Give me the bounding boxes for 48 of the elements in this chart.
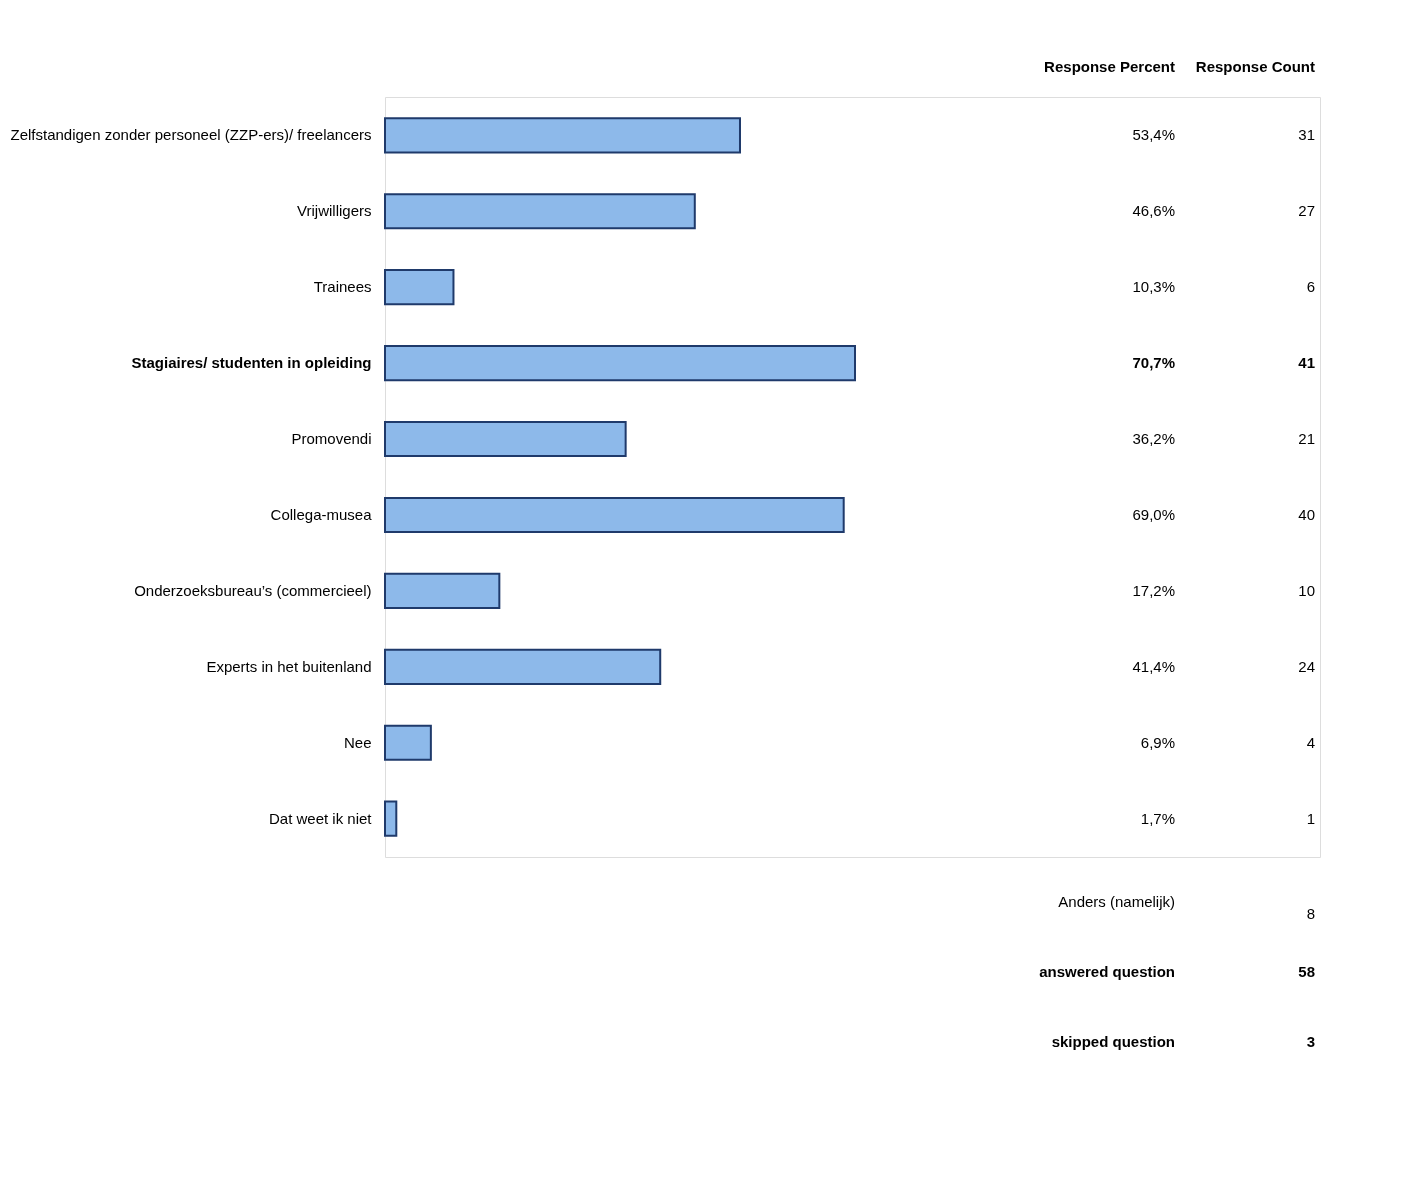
bar — [384, 193, 696, 230]
data-label: 70,7% — [1132, 354, 1175, 372]
text: 58 — [1298, 963, 1315, 980]
text: 41 — [1298, 354, 1315, 372]
data-label: 1,7% — [1140, 809, 1175, 827]
text: Anders (namelijk) — [1058, 893, 1175, 910]
bar — [384, 269, 455, 306]
bar — [384, 724, 432, 761]
bar — [384, 420, 627, 458]
text: Response Count — [1195, 58, 1315, 75]
bar — [384, 117, 741, 154]
data-label: 6,9% — [1140, 733, 1175, 751]
data-label: 53,4% — [1132, 126, 1175, 144]
y-tick-label: Trainees — [313, 278, 372, 296]
data-label: 46,6% — [1132, 202, 1175, 220]
data-label: 10,3% — [1132, 278, 1175, 296]
text: 24 — [1298, 657, 1315, 675]
y-tick-label: Experts in het buitenland — [206, 657, 372, 675]
text: 21 — [1298, 430, 1315, 448]
data-label: 41,4% — [1132, 657, 1175, 675]
bar — [384, 345, 856, 382]
y-tick-label: Promovendi — [291, 430, 372, 448]
data-label: 36,2% — [1132, 430, 1175, 448]
data-label: 69,0% — [1132, 505, 1175, 523]
text: skipped question — [1051, 1033, 1175, 1050]
y-tick-label: Dat weet ik niet — [268, 809, 373, 827]
text: 31 — [1298, 126, 1315, 144]
y-tick-label: Collega-musea — [270, 505, 373, 523]
bar — [384, 648, 662, 685]
text: 40 — [1298, 505, 1315, 523]
text: answered question — [1039, 963, 1175, 980]
bar — [384, 496, 845, 534]
y-tick-label: Stagiaires/ studenten in opleiding — [131, 354, 372, 372]
y-tick-label: Nee — [343, 733, 372, 751]
y-tick-label: Onderzoeksbureau’s (commercieel) — [134, 581, 372, 599]
data-label: 17,2% — [1132, 581, 1175, 599]
bar — [384, 572, 501, 609]
y-tick-label: Vrijwilligers — [297, 202, 372, 220]
y-tick-label: Zelfstandigen zonder personeel (ZZP-ers)/ freelancers — [10, 126, 372, 144]
bar — [384, 800, 398, 837]
text: 8 — [1306, 905, 1315, 922]
text: 6 — [1306, 278, 1315, 296]
text: Response Percent — [1044, 58, 1175, 75]
text: 3 — [1306, 1033, 1315, 1050]
text: 10 — [1298, 581, 1315, 599]
text: 1 — [1306, 809, 1315, 827]
text: 27 — [1298, 202, 1315, 220]
text: 4 — [1306, 733, 1315, 751]
